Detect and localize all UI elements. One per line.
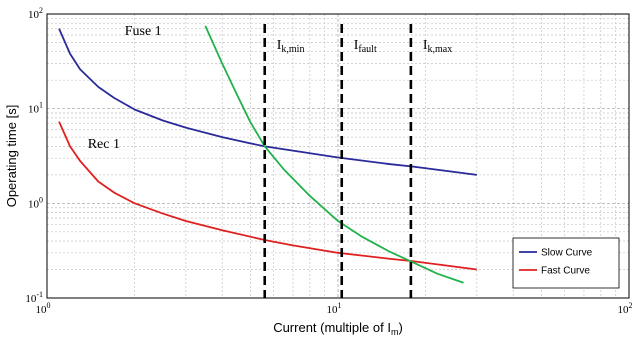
x-tick-exp: 1 — [338, 301, 342, 310]
x-axis-label-sub: m — [391, 327, 399, 337]
plot-frame — [46, 13, 630, 299]
vline-label-sub: k,min — [281, 44, 304, 55]
x-tick-exp: 2 — [629, 301, 633, 310]
x-axis-label-main: Current (multiple of I — [273, 320, 391, 335]
annotation-fuse-1: Fuse 1 — [125, 24, 162, 39]
x-tick-label: 101 — [327, 301, 342, 316]
series-line-slow-curve — [58, 28, 477, 176]
y-tick-exp: 1 — [39, 101, 43, 110]
y-tick-base: 10 — [28, 9, 40, 21]
y-tick-exp: 0 — [39, 195, 43, 204]
series-layer — [58, 25, 477, 284]
y-tick-label: 101 — [28, 101, 43, 116]
x-tick-base: 10 — [36, 304, 48, 316]
y-tick-label: 100 — [28, 195, 43, 210]
series-line-fast-curve — [58, 121, 477, 271]
x-axis-label: Current (multiple of Im) — [273, 320, 403, 337]
annotation-rec-1: Rec 1 — [88, 137, 120, 152]
annotation-layer: Fuse 1 Rec 1 — [88, 24, 162, 152]
y-tick-label: 10-1 — [25, 290, 43, 305]
legend: Slow Curve Fast Curve — [512, 237, 620, 289]
x-tick-label: 100 — [36, 301, 51, 316]
legend-box — [512, 237, 620, 289]
x-tick-exp: 0 — [47, 301, 51, 310]
y-tick-base: 10 — [25, 293, 37, 305]
x-tick-base: 10 — [618, 304, 630, 316]
vline-label-main: I — [277, 38, 282, 53]
x-axis-label-tail: ) — [398, 320, 402, 335]
vline-label: Ik,max — [423, 38, 452, 55]
y-tick-label: 102 — [28, 6, 43, 21]
vline-label-sub: k,max — [428, 44, 453, 55]
y-tick-exp: 2 — [39, 6, 43, 15]
vline-label-main: I — [354, 38, 359, 53]
vline-label-sub: fault — [358, 44, 377, 55]
vline-label-main: I — [423, 38, 428, 53]
x-tick-label: 102 — [618, 301, 633, 316]
x-tick-base: 10 — [327, 304, 339, 316]
vline-layer: Ik,min Ifault Ik,max — [263, 24, 452, 298]
series-line-fuse-curve — [204, 25, 464, 284]
vline-label: Ifault — [354, 38, 377, 55]
grid — [46, 14, 629, 299]
y-tick-base: 10 — [28, 198, 40, 210]
y-tick-base: 10 — [28, 104, 40, 116]
legend-label: Fast Curve — [541, 266, 590, 277]
y-tick-exp: -1 — [36, 290, 43, 299]
legend-label: Slow Curve — [541, 248, 593, 259]
y-axis-label: Operating time [s] — [4, 105, 19, 208]
vline-label: Ik,min — [277, 38, 305, 55]
